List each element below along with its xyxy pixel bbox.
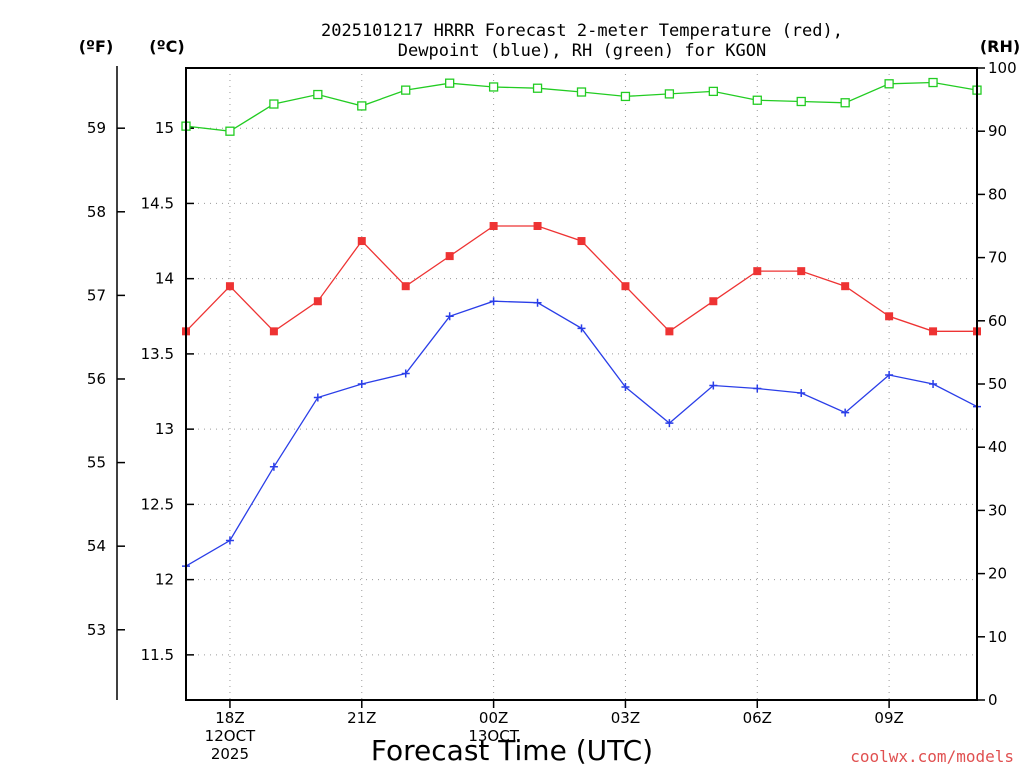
temperature-point	[577, 237, 586, 246]
x-tick-label: 18Z	[215, 709, 244, 727]
fahrenheit-unit-label: (ºF)	[79, 37, 114, 56]
dewpoint-point	[929, 380, 938, 388]
rh-tick-label: 60	[988, 312, 1007, 330]
rh-unit-label: (RH)	[980, 37, 1020, 56]
dewpoint-point	[225, 536, 234, 545]
temperature-point	[885, 312, 894, 321]
temperature-point	[753, 267, 762, 276]
rh-tick-label: 100	[988, 59, 1017, 77]
temperature-point	[841, 282, 850, 291]
x-tick-label: 00Z	[479, 709, 508, 727]
dewpoint-point	[269, 462, 278, 471]
temperature-point	[269, 327, 278, 336]
celsius-tick-label: 14.5	[141, 194, 174, 212]
rh-point	[752, 95, 762, 105]
fahrenheit-tick-label: 54	[87, 537, 106, 555]
celsius-tick-label: 13.5	[141, 345, 174, 363]
rh-point	[928, 77, 938, 88]
rh-tick-label: 90	[988, 122, 1007, 140]
rh-tick-label: 0	[988, 691, 998, 709]
temperature-point	[929, 327, 938, 336]
rh-point	[884, 79, 894, 89]
rh-tick-label: 20	[988, 565, 1007, 583]
celsius-tick-label: 12.5	[141, 495, 174, 513]
fahrenheit-tick-label: 53	[87, 621, 106, 639]
data-series	[181, 77, 982, 571]
celsius-tick-label: 11.5	[141, 646, 174, 664]
dewpoint-point	[401, 369, 410, 378]
dewpoint-line	[185, 300, 978, 567]
temperature-point	[401, 282, 410, 291]
rh-point	[708, 86, 718, 97]
x-tick-label: 09Z	[874, 709, 903, 727]
dewpoint-point	[533, 298, 542, 307]
celsius-unit-label: (ºC)	[149, 37, 184, 56]
x-tick-label: 06Z	[743, 709, 772, 727]
x-tick-date-label: 12OCT	[205, 727, 256, 745]
rh-point	[269, 99, 279, 109]
rh-point	[664, 89, 675, 99]
rh-point	[357, 101, 367, 111]
x-tick-year-label: 2025	[211, 745, 249, 763]
fahrenheit-tick-label: 57	[87, 286, 106, 304]
temperature-point	[533, 222, 542, 230]
temperature-point	[313, 297, 322, 306]
rh-tick-label: 10	[988, 628, 1007, 646]
fahrenheit-tick-label: 55	[87, 454, 106, 472]
dewpoint-point	[489, 297, 498, 306]
celsius-tick-label: 13	[155, 420, 174, 438]
celsius-tick-label: 14	[155, 270, 174, 288]
rh-point	[532, 83, 543, 93]
rh-tick-label: 70	[988, 249, 1007, 267]
temperature-point	[665, 327, 674, 336]
dewpoint-point	[621, 383, 630, 392]
plot-frame	[185, 67, 978, 701]
rh-point	[576, 87, 587, 97]
dewpoint-point	[665, 419, 674, 428]
rh-point	[840, 98, 850, 108]
credit-text: coolwx.com/models	[850, 747, 1014, 766]
rh-point	[445, 78, 455, 88]
dewpoint-point	[841, 408, 850, 417]
temperature-point	[621, 282, 630, 291]
dewpoint-point	[313, 393, 322, 402]
rh-tick-label: 50	[988, 375, 1007, 393]
dewpoint-point	[797, 389, 806, 398]
rh-point	[401, 85, 411, 95]
dewpoint-point	[357, 380, 366, 388]
temperature-point	[225, 282, 234, 291]
x-axis-label: Forecast Time (UTC)	[371, 734, 653, 767]
dewpoint-point	[445, 312, 454, 321]
dewpoint-point	[885, 370, 894, 379]
grid-lines	[186, 68, 977, 700]
rh-tick-label: 40	[988, 438, 1007, 456]
rh-tick-label: 80	[988, 185, 1007, 203]
x-tick-label: 21Z	[347, 709, 376, 727]
rh-point	[225, 126, 235, 136]
celsius-tick-label: 12	[155, 571, 174, 589]
rh-tick-label: 30	[988, 501, 1007, 519]
x-tick-date-label: 13OCT	[468, 727, 519, 745]
fahrenheit-tick-label: 58	[87, 203, 106, 221]
fahrenheit-tick-label: 56	[87, 370, 106, 388]
dewpoint-point	[753, 384, 762, 393]
rh-point	[313, 89, 323, 100]
temperature-point	[445, 252, 454, 261]
rh-point	[488, 82, 499, 92]
temperature-point	[357, 237, 366, 246]
temperature-point	[797, 267, 806, 276]
fahrenheit-tick-label: 59	[87, 119, 106, 137]
chart-title-line1: 2025101217 HRRR Forecast 2-meter Tempera…	[321, 21, 843, 41]
temperature-point	[489, 222, 498, 230]
chart-title-line2: Dewpoint (blue), RH (green) for KGON	[398, 41, 766, 61]
rh-point	[620, 91, 631, 102]
dewpoint-point	[709, 381, 718, 390]
x-tick-label: 03Z	[611, 709, 640, 727]
rh-point	[796, 96, 806, 107]
dewpoint-point	[577, 324, 586, 333]
celsius-tick-label: 15	[155, 119, 174, 137]
temperature-point	[709, 297, 718, 306]
